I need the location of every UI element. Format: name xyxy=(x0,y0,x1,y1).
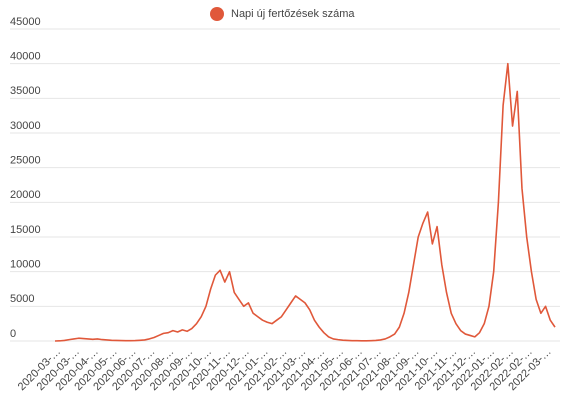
legend-label: Napi új fertőzések száma xyxy=(231,8,355,20)
y-tick-label: 0 xyxy=(10,328,16,340)
line xyxy=(54,62,556,342)
y-tick-label: 40000 xyxy=(10,51,41,63)
legend-marker xyxy=(210,7,224,21)
y-tick-label: 10000 xyxy=(10,259,41,271)
y-tick-label: 30000 xyxy=(10,120,41,132)
y-tick-label: 5000 xyxy=(10,293,34,305)
y-tick-label: 25000 xyxy=(10,155,41,167)
y-tick-label: 20000 xyxy=(10,189,41,201)
y-tick-label: 35000 xyxy=(10,85,41,97)
y-tick-label: 15000 xyxy=(10,224,41,236)
y-tick-label: 45000 xyxy=(10,16,41,28)
